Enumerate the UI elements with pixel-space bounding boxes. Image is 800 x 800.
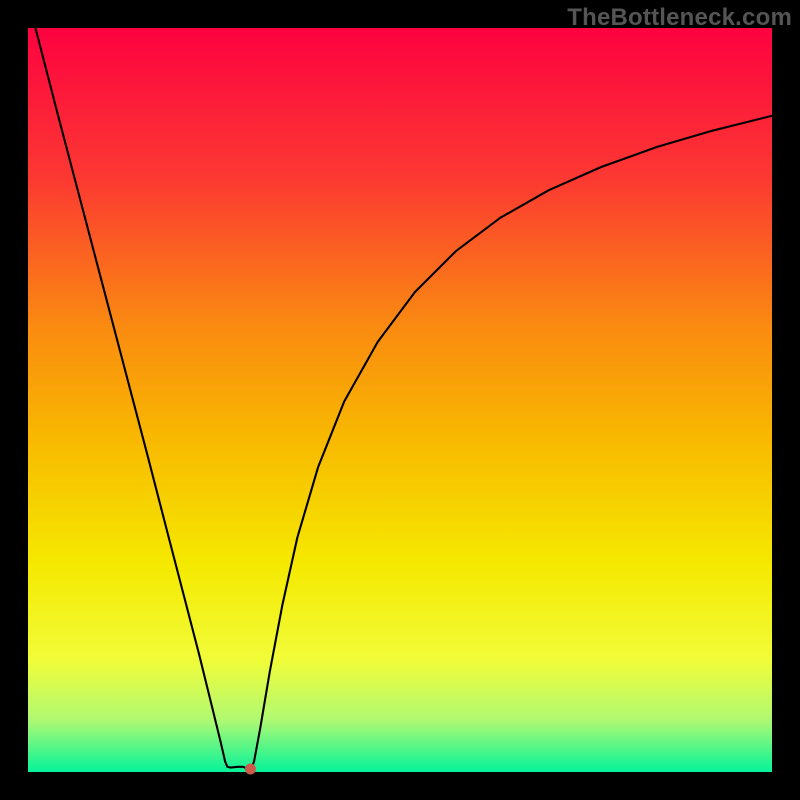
plot-background xyxy=(28,28,772,772)
bottleneck-chart xyxy=(0,0,800,800)
chart-container: TheBottleneck.com xyxy=(0,0,800,800)
optimal-point-marker xyxy=(245,764,256,775)
watermark-label: TheBottleneck.com xyxy=(567,4,792,32)
